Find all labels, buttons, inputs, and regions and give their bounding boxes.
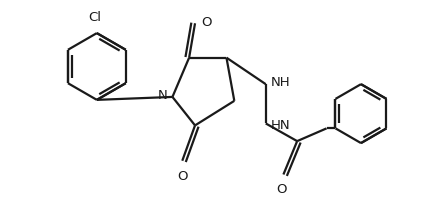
- Text: Cl: Cl: [88, 11, 101, 24]
- Text: O: O: [201, 16, 211, 29]
- Text: NH: NH: [271, 76, 290, 89]
- Text: HN: HN: [271, 119, 290, 132]
- Text: O: O: [177, 170, 188, 183]
- Text: O: O: [276, 183, 287, 196]
- Text: N: N: [158, 89, 168, 102]
